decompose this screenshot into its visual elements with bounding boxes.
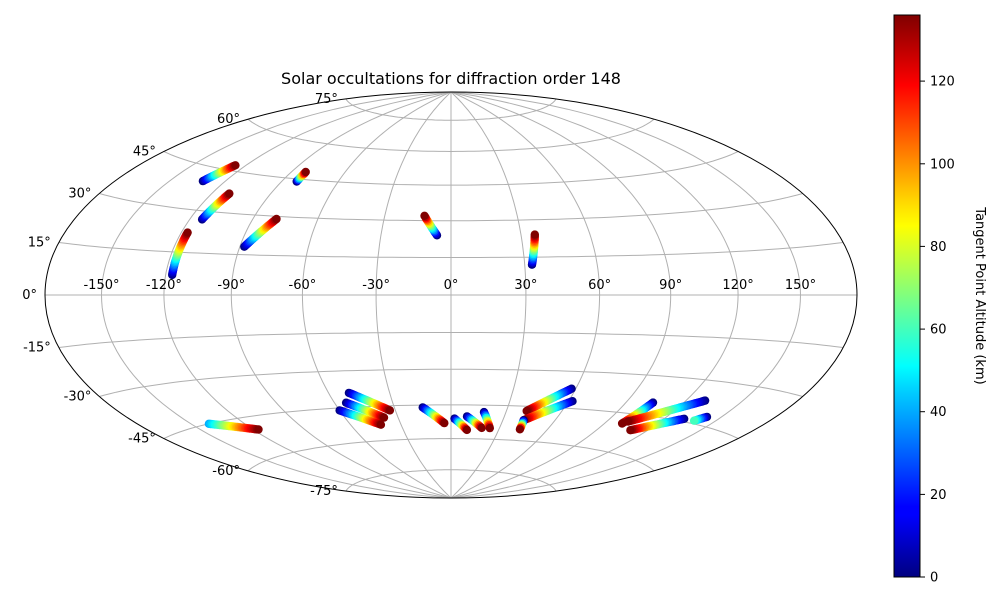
colorbar-tick-label: 20 [930, 488, 947, 503]
data-point [623, 417, 633, 426]
longitude-tick-label: -120° [146, 278, 182, 293]
colorbar: 0 20 40 60 80 100 120 Tangent Point Altitude (… [893, 14, 987, 586]
occultation-track [341, 398, 389, 422]
longitude-tick-label: 150° [785, 278, 816, 293]
parallel-line [163, 151, 739, 186]
occultation-track [420, 211, 442, 240]
data-point [485, 423, 494, 433]
latitude-tick-label: -60° [212, 464, 240, 479]
parallel-line [345, 469, 557, 492]
occultation-track [623, 396, 710, 426]
parallel-line [99, 368, 803, 397]
occultation-track [198, 161, 240, 186]
latitude-tick-label: -30° [64, 390, 92, 405]
data-point [689, 416, 699, 425]
occultation-track [240, 214, 281, 251]
occultation-track [418, 403, 449, 428]
latitude-tick-label: -15° [23, 341, 51, 356]
chart-title: Solar occultations for diffraction order… [281, 69, 621, 88]
data-point [254, 425, 263, 434]
colorbar-label: Tangent Point Altitude (km) [972, 206, 987, 384]
parallel-line [163, 404, 739, 439]
latitude-tick-label: -75° [310, 484, 338, 499]
occultation-track [204, 419, 263, 434]
longitude-tick-label: -30° [362, 278, 390, 293]
occultation-track [689, 412, 712, 425]
parallel-line [345, 98, 557, 121]
data-point [440, 418, 449, 428]
parallel-line [247, 437, 655, 472]
longitude-tick-label: 120° [722, 278, 753, 293]
latitude-tick-label: 45° [133, 145, 156, 160]
occultation-track [168, 228, 192, 280]
longitude-tick-label: 30° [514, 278, 537, 293]
longitude-tick-labels: -150° -120° -90° -60° -30° 0° 30° 60° 90° 120° 150… [83, 278, 816, 293]
map-boundary [44, 91, 858, 499]
data-point [515, 425, 525, 434]
longitude-tick-label: 0° [444, 278, 459, 293]
data-point [462, 425, 472, 435]
occultation-track [527, 230, 539, 269]
latitude-tick-label: 15° [28, 236, 51, 251]
data-point [379, 413, 389, 422]
latitude-tick-labels: 75°60°45°30°15°0°-15°-30°-45°-60°-75° [22, 92, 338, 499]
occultation-track [197, 189, 234, 224]
occultation-track [335, 406, 386, 429]
longitude-tick-label: 90° [659, 278, 682, 293]
colorbar-ticks: 0 20 40 60 80 100 120 [920, 75, 955, 586]
occultation-track [479, 407, 494, 433]
longitude-tick-label: 60° [588, 278, 611, 293]
occultation-track [344, 388, 395, 415]
latitude-tick-label: -45° [128, 432, 156, 447]
data-point [301, 167, 310, 177]
graticule-grid [45, 92, 857, 498]
longitude-tick-label: -60° [289, 278, 317, 293]
parallel-line [99, 193, 803, 222]
colorbar-tick-label: 40 [930, 405, 947, 420]
data-point [522, 406, 531, 416]
occultation-track [626, 414, 689, 435]
longitude-tick-label: -90° [217, 278, 245, 293]
data-point [477, 423, 486, 433]
colorbar-tick-label: 60 [930, 323, 947, 338]
data-point [272, 214, 281, 224]
data-point [626, 426, 635, 435]
parallel-line [58, 242, 844, 258]
longitude-tick-label: -150° [83, 278, 119, 293]
colorbar-tick-label: 100 [930, 157, 955, 172]
occultation-track [522, 384, 576, 416]
latitude-tick-label: 30° [68, 187, 91, 202]
occultation-track [462, 412, 486, 433]
latitude-tick-label: 75° [315, 92, 338, 107]
colorbar-tick-label: 0 [930, 571, 938, 586]
data-point [385, 406, 395, 415]
data-point [231, 161, 240, 170]
occultation-track [515, 416, 528, 434]
colorbar-tick-label: 80 [930, 240, 947, 255]
occultation-track [292, 167, 310, 186]
parallel-line [58, 332, 844, 348]
parallel-line [247, 118, 655, 153]
colorbar-gradient [893, 14, 921, 578]
data-point [530, 230, 539, 239]
data-point [183, 228, 192, 237]
data-point [376, 420, 386, 429]
colorbar-tick-label: 120 [930, 75, 955, 90]
occultation-track [450, 414, 472, 435]
latitude-tick-label: 0° [22, 288, 37, 303]
occultation-tracks [168, 161, 712, 435]
data-point [420, 211, 429, 220]
data-point [225, 189, 234, 198]
